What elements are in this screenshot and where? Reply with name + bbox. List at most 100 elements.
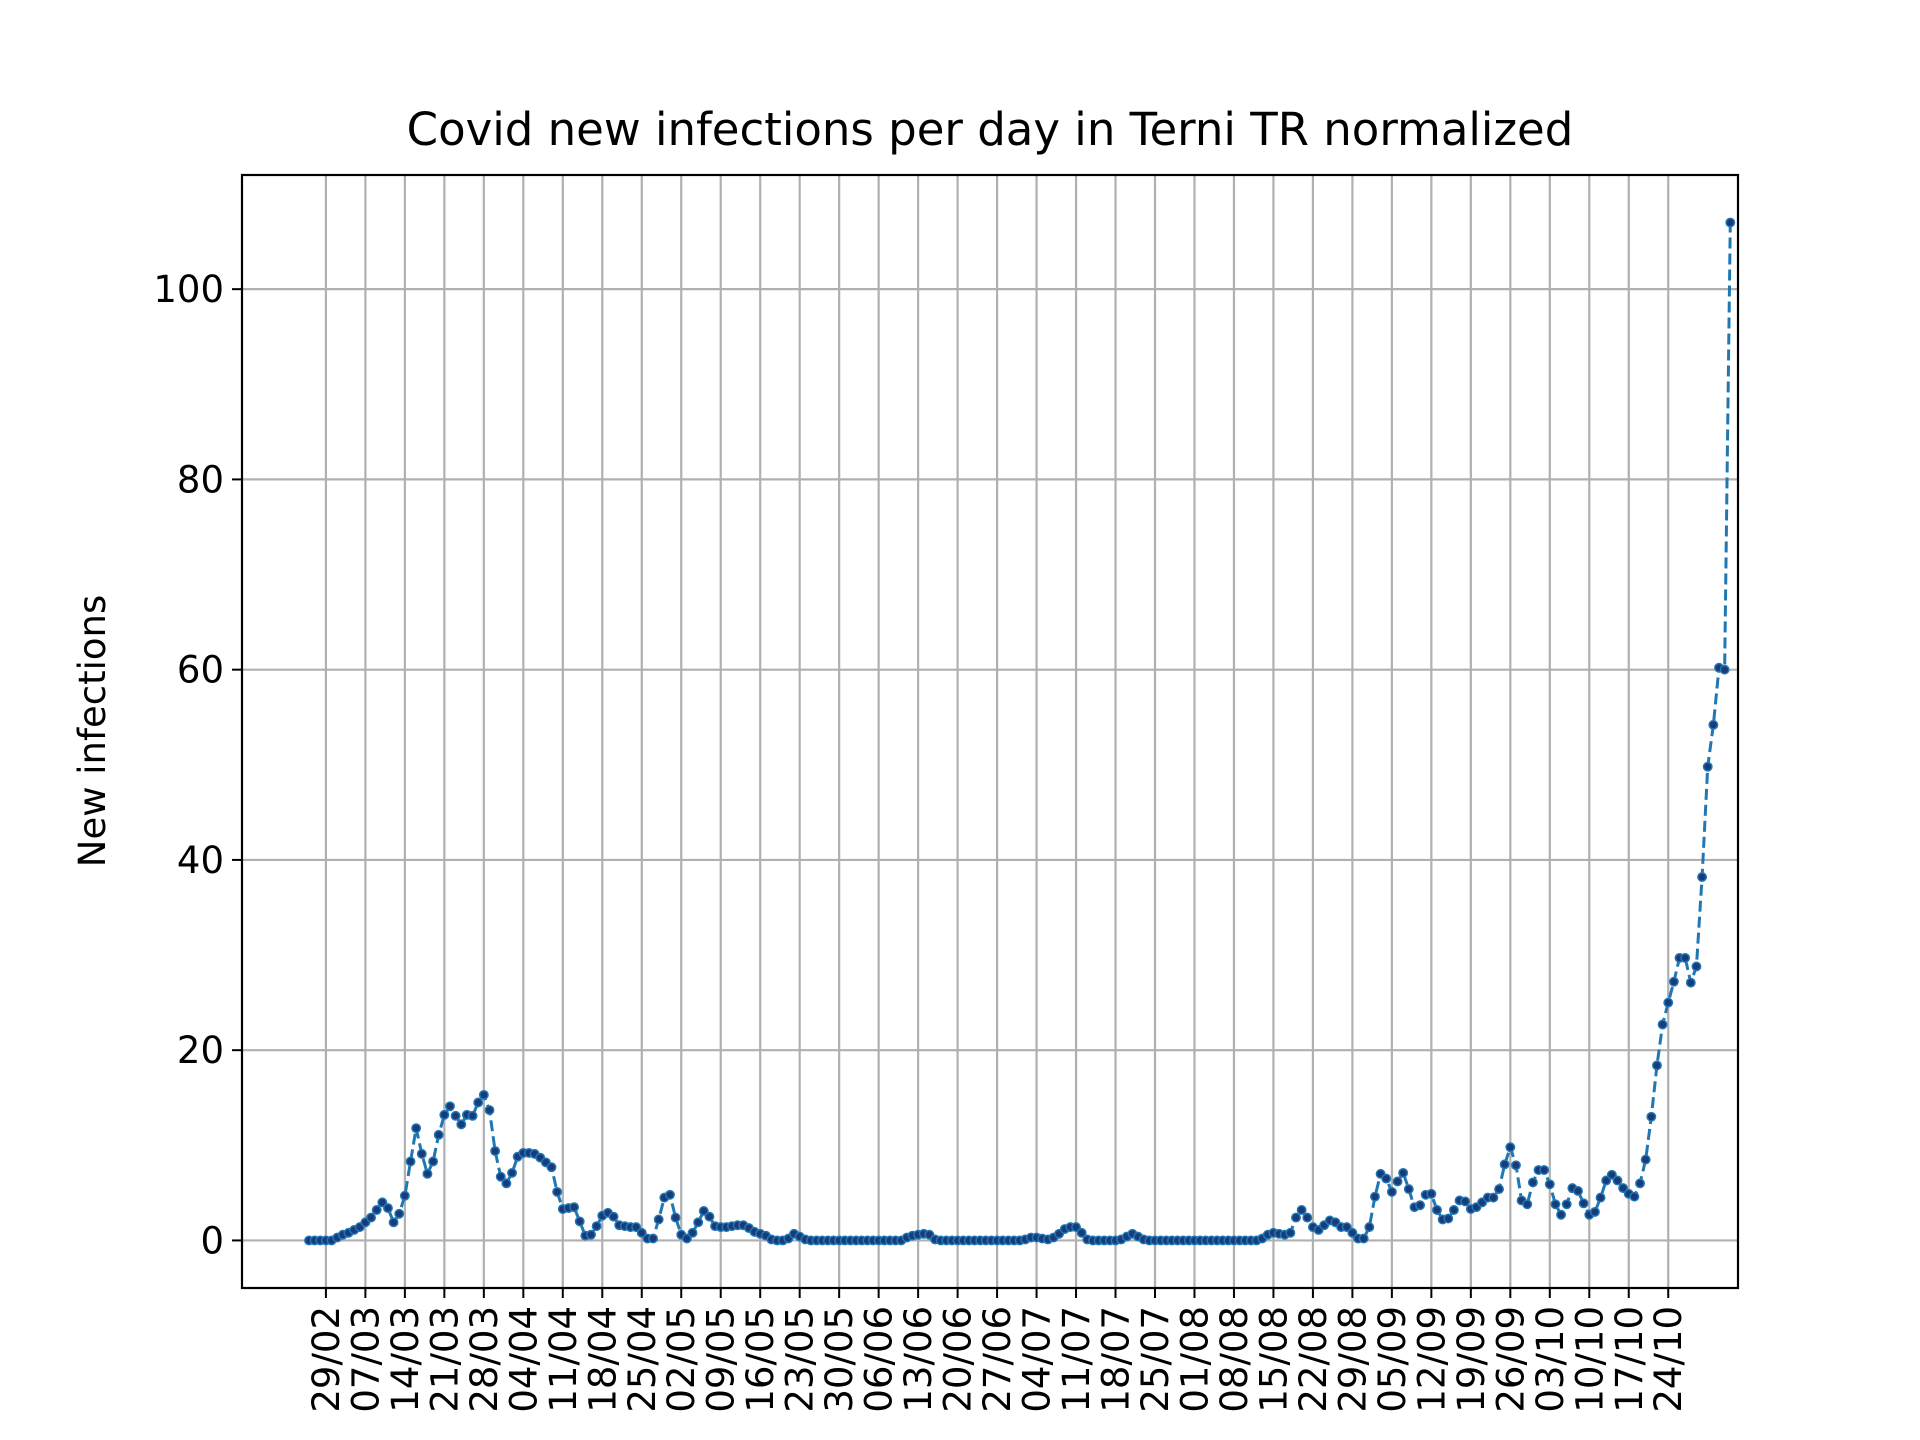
- data-point: [1443, 1213, 1454, 1224]
- data-point: [1448, 1205, 1459, 1215]
- data-point: [670, 1212, 681, 1223]
- data-point: [1635, 1178, 1645, 1189]
- chart-title: Covid new infections per day in Terni TR…: [407, 103, 1574, 156]
- data-point: [439, 1109, 450, 1120]
- data-point: [1725, 217, 1736, 228]
- x-tick-label: 25/07: [1134, 1306, 1177, 1413]
- data-point: [1606, 1169, 1617, 1180]
- data-point: [399, 1190, 410, 1201]
- data-point: [1522, 1199, 1533, 1210]
- y-axis-label: New infections: [71, 595, 114, 867]
- x-tick-label: 26/09: [1489, 1306, 1532, 1413]
- data-point: [1589, 1206, 1600, 1217]
- data-point: [1076, 1227, 1087, 1238]
- data-point: [1527, 1177, 1538, 1188]
- data-point: [1685, 977, 1696, 988]
- data-point: [445, 1101, 455, 1112]
- data-point: [552, 1186, 563, 1197]
- x-tick-label: 18/04: [581, 1306, 624, 1413]
- data-point: [1386, 1186, 1397, 1197]
- data-point: [574, 1216, 585, 1227]
- data-point: [1539, 1165, 1550, 1175]
- data-point: [1601, 1175, 1612, 1186]
- data-point: [1398, 1167, 1409, 1178]
- y-tick-label: 40: [177, 839, 224, 882]
- data-point: [1573, 1186, 1583, 1196]
- data-point: [1285, 1227, 1296, 1238]
- x-axis-ticks: 29/0207/0314/0321/0328/0304/0411/0418/04…: [305, 1288, 1690, 1413]
- y-axis-ticks: 0 20 40 60 80 100: [153, 268, 242, 1262]
- x-tick-label: 20/06: [937, 1306, 980, 1413]
- series-markers: [304, 217, 1736, 1246]
- data-point: [507, 1167, 517, 1178]
- y-tick-label: 20: [177, 1029, 224, 1072]
- data-point: [1370, 1191, 1380, 1202]
- data-point: [1657, 1019, 1668, 1030]
- data-point: [681, 1233, 692, 1244]
- x-tick-label: 13/06: [897, 1306, 940, 1413]
- data-point: [1302, 1212, 1313, 1223]
- x-tick-label: 23/05: [779, 1306, 822, 1413]
- x-tick-label: 19/09: [1450, 1306, 1493, 1413]
- data-point: [687, 1227, 698, 1238]
- data-point: [1640, 1154, 1651, 1165]
- data-point: [1561, 1199, 1572, 1210]
- data-point: [586, 1229, 596, 1240]
- data-point: [1432, 1205, 1442, 1215]
- data-point: [1618, 1183, 1629, 1194]
- data-point: [693, 1217, 704, 1228]
- x-tick-label: 08/08: [1213, 1306, 1256, 1413]
- data-point: [1505, 1142, 1516, 1153]
- x-tick-label: 18/07: [1095, 1306, 1138, 1413]
- data-point: [1719, 664, 1730, 675]
- data-point: [1680, 952, 1691, 963]
- data-point: [648, 1233, 658, 1244]
- x-tick-label: 05/09: [1371, 1306, 1414, 1413]
- data-point: [416, 1148, 427, 1159]
- x-tick-label: 04/07: [1016, 1306, 1059, 1413]
- data-point: [1697, 872, 1708, 882]
- data-point: [366, 1212, 376, 1223]
- data-point: [501, 1178, 512, 1189]
- data-point: [1460, 1196, 1471, 1207]
- data-point: [495, 1171, 506, 1182]
- x-tick-label: 16/05: [739, 1306, 782, 1413]
- x-tick-label: 29/08: [1331, 1306, 1374, 1413]
- data-point: [704, 1211, 715, 1222]
- data-point: [1364, 1222, 1375, 1233]
- data-point: [456, 1119, 467, 1130]
- data-point: [1663, 997, 1674, 1008]
- x-tick-label: 24/10: [1647, 1306, 1690, 1413]
- x-tick-label: 29/02: [305, 1306, 348, 1413]
- y-tick-label: 100: [153, 268, 224, 311]
- data-point: [1071, 1222, 1081, 1233]
- data-point: [411, 1123, 422, 1134]
- data-point: [1415, 1200, 1426, 1211]
- x-tick-label: 06/06: [858, 1306, 901, 1413]
- data-point: [1595, 1192, 1606, 1203]
- data-point: [1556, 1209, 1567, 1220]
- data-point: [433, 1129, 444, 1140]
- data-point: [591, 1221, 602, 1232]
- x-tick-label: 28/03: [463, 1306, 506, 1413]
- data-point: [1358, 1233, 1369, 1244]
- data-point: [1291, 1212, 1301, 1223]
- data-point: [1652, 1060, 1662, 1071]
- data-point: [1629, 1191, 1640, 1202]
- data-point: [478, 1089, 489, 1100]
- data-point: [428, 1156, 439, 1167]
- data-point: [377, 1197, 388, 1208]
- y-tick-label: 60: [177, 649, 224, 692]
- data-point: [608, 1211, 619, 1222]
- data-point: [1691, 961, 1702, 972]
- x-tick-label: 17/10: [1608, 1306, 1651, 1413]
- data-point: [1392, 1176, 1403, 1187]
- data-point: [383, 1203, 393, 1214]
- x-tick-label: 01/08: [1173, 1306, 1216, 1413]
- data-point: [1341, 1222, 1352, 1233]
- data-point: [665, 1189, 675, 1200]
- data-point: [1488, 1192, 1499, 1203]
- x-tick-label: 15/08: [1252, 1306, 1295, 1413]
